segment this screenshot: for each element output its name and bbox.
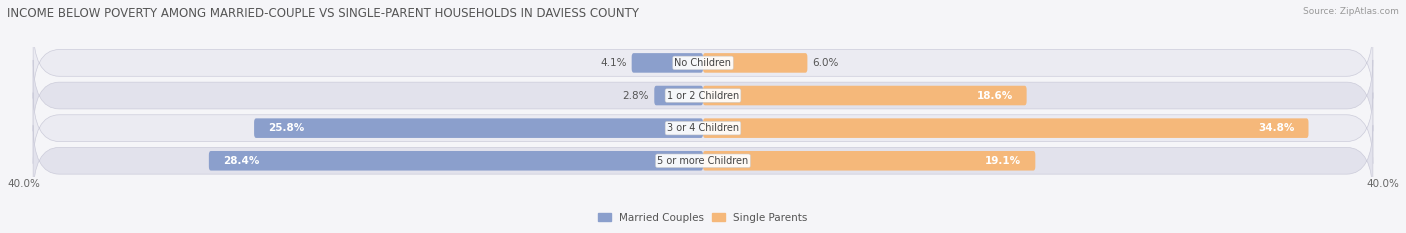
Text: 25.8%: 25.8% [269,123,304,133]
Text: 18.6%: 18.6% [976,91,1012,100]
Text: 4.1%: 4.1% [600,58,627,68]
FancyBboxPatch shape [703,53,807,73]
Text: 2.8%: 2.8% [623,91,650,100]
Legend: Married Couples, Single Parents: Married Couples, Single Parents [595,208,811,227]
FancyBboxPatch shape [34,93,1372,164]
FancyBboxPatch shape [631,53,703,73]
FancyBboxPatch shape [703,151,1035,171]
Text: Source: ZipAtlas.com: Source: ZipAtlas.com [1303,7,1399,16]
FancyBboxPatch shape [34,60,1372,131]
Text: 40.0%: 40.0% [1367,179,1399,189]
Text: No Children: No Children [675,58,731,68]
FancyBboxPatch shape [703,118,1309,138]
Text: INCOME BELOW POVERTY AMONG MARRIED-COUPLE VS SINGLE-PARENT HOUSEHOLDS IN DAVIESS: INCOME BELOW POVERTY AMONG MARRIED-COUPL… [7,7,640,20]
Text: 34.8%: 34.8% [1258,123,1295,133]
Text: 5 or more Children: 5 or more Children [658,156,748,166]
FancyBboxPatch shape [34,125,1372,196]
FancyBboxPatch shape [34,27,1372,99]
FancyBboxPatch shape [209,151,703,171]
FancyBboxPatch shape [703,86,1026,105]
Text: 19.1%: 19.1% [986,156,1021,166]
Text: 1 or 2 Children: 1 or 2 Children [666,91,740,100]
FancyBboxPatch shape [254,118,703,138]
Text: 6.0%: 6.0% [813,58,839,68]
FancyBboxPatch shape [654,86,703,105]
Text: 3 or 4 Children: 3 or 4 Children [666,123,740,133]
Text: 28.4%: 28.4% [222,156,259,166]
Text: 40.0%: 40.0% [7,179,39,189]
